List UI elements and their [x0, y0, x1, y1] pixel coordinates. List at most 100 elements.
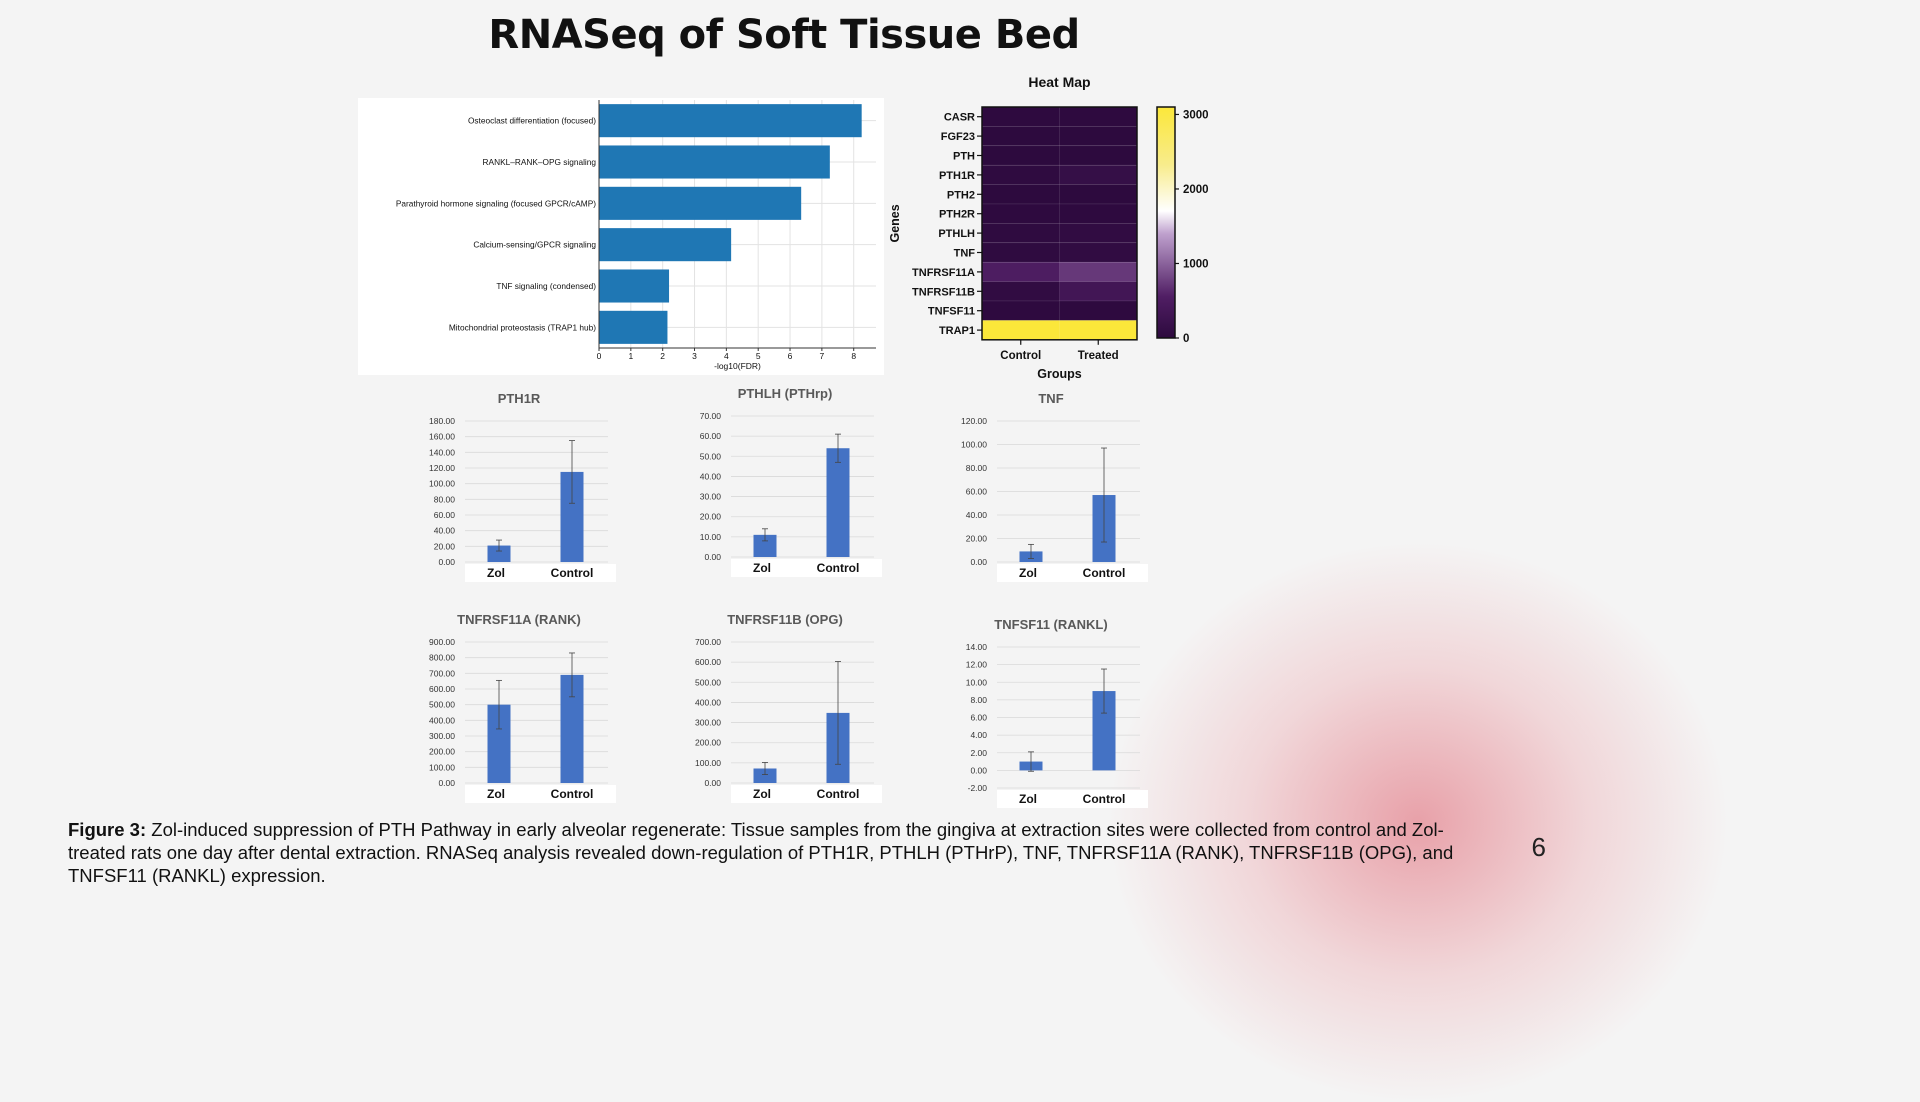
caption-label: Figure 3: — [68, 819, 147, 840]
y-tick-label: 500.00 — [429, 700, 455, 710]
category-label: Control — [551, 566, 594, 580]
pth1r-bar-chart: PTH1R 0.00 20.00 40.00 60.00 80.00 100.00 120.0… — [429, 391, 616, 582]
heatmap-cell — [1059, 106, 1138, 127]
heatmap-cell — [1059, 203, 1138, 224]
colorbar-tick-label: 3000 — [1183, 109, 1209, 121]
y-tick-label: 60.00 — [434, 510, 456, 520]
y-tick-label: 80.00 — [434, 494, 456, 504]
data-bar — [560, 674, 584, 783]
tnf-bar-chart: TNF 0.00 20.00 40.00 60.00 80.00 100.00 120.00 Z… — [961, 391, 1148, 582]
figure-caption: Figure 3: Zol-induced suppression of PTH… — [68, 818, 1488, 887]
category-label-box — [731, 559, 882, 577]
gene-label: PTH2 — [947, 189, 975, 201]
heatmap-cell — [981, 203, 1060, 224]
opg-bar-chart: TNFRSF11B (OPG) 0.00 100.00 200.00 300.00 400… — [695, 612, 882, 803]
pathway-label: Mitochondrial proteostasis (TRAP1 hub) — [449, 322, 596, 332]
heatmap-cell — [981, 164, 1060, 185]
y-tick-label: 200.00 — [695, 738, 721, 748]
category-label-box — [997, 564, 1148, 582]
heatmap-cell — [981, 126, 1060, 147]
heatmap-cell — [1059, 300, 1138, 321]
x-tick-label: 1 — [628, 351, 633, 361]
y-tick-label: 6.00 — [970, 713, 987, 723]
y-tick-label: 40.00 — [700, 471, 722, 481]
heatmap-cell — [981, 223, 1060, 244]
group-label: Treated — [1078, 350, 1119, 362]
heatmap-cell — [981, 145, 1060, 166]
x-tick-label: 0 — [597, 351, 602, 361]
pathway-bar — [599, 104, 862, 138]
y-tick-label: 100.00 — [961, 440, 987, 450]
x-axis-label: Groups — [1037, 367, 1081, 381]
gene-label: TNF — [954, 248, 976, 260]
category-label-box — [465, 564, 616, 582]
heatmap-cell — [1059, 126, 1138, 147]
gene-label: PTH1R — [939, 170, 975, 182]
heatmap-chart: Heat Map CASR FGF23 PTH PTH1R PTH2 PTH2R PTHLH T… — [888, 74, 1209, 381]
gene-label: PTH2R — [939, 209, 975, 221]
heatmap-border — [981, 106, 1138, 341]
pathway-bar — [599, 145, 830, 179]
colorbar-tick-label: 0 — [1183, 333, 1189, 345]
category-label: Control — [817, 787, 860, 801]
category-label: Control — [1083, 792, 1126, 806]
y-tick-label: 700.00 — [695, 637, 721, 647]
category-label: Zol — [753, 787, 771, 801]
y-tick-label: 0.00 — [438, 557, 455, 567]
x-axis-label: -log10(FDR) — [714, 361, 761, 371]
data-bar — [753, 534, 777, 557]
chart-title: PTHLH (PTHrp) — [738, 386, 833, 401]
y-tick-label: 0.00 — [704, 552, 721, 562]
y-tick-label: 0.00 — [970, 557, 987, 567]
y-tick-label: 4.00 — [970, 730, 987, 740]
heatmap-cell — [1059, 184, 1138, 205]
pthlh-bar-chart: PTHLH (PTHrp) 0.00 10.00 20.00 30.00 40.00 50.… — [700, 386, 882, 577]
y-tick-label: 100.00 — [429, 762, 455, 772]
pathway-bar — [599, 269, 670, 303]
heatmap-cell — [1059, 281, 1138, 302]
y-tick-label: 200.00 — [429, 747, 455, 757]
colorbar-tick-label: 1000 — [1183, 258, 1209, 270]
pathway-enrichment-chart: 0 1 2 3 4 5 6 7 8 Osteoclast differentiation (foc… — [358, 98, 884, 375]
pathway-bar — [599, 228, 732, 262]
y-tick-label: 40.00 — [966, 510, 988, 520]
y-tick-label: 60.00 — [966, 487, 988, 497]
data-bar — [560, 471, 584, 562]
y-tick-label: 900.00 — [429, 637, 455, 647]
heatmap-cell — [981, 261, 1060, 282]
gene-label: TNFRSF11B — [912, 286, 975, 298]
caption-text: Zol-induced suppression of PTH Pathway i… — [68, 819, 1454, 886]
y-tick-label: 70.00 — [700, 411, 722, 421]
gene-label: PTH — [953, 151, 975, 163]
y-tick-label: 60.00 — [700, 431, 722, 441]
y-tick-label: 20.00 — [700, 512, 722, 522]
category-label: Zol — [1019, 566, 1037, 580]
y-tick-label: 20.00 — [966, 534, 988, 544]
y-tick-label: 50.00 — [700, 451, 722, 461]
data-bar — [1092, 691, 1116, 771]
rankl-bar-chart: TNFSF11 (RANKL) -2.00 0.00 2.00 4.00 6.00 8.00… — [966, 617, 1148, 808]
chart-title: PTH1R — [498, 391, 541, 406]
x-tick-label: 6 — [788, 351, 793, 361]
y-tick-label: 0.00 — [438, 778, 455, 788]
y-tick-label: 0.00 — [704, 778, 721, 788]
chart-title: TNF — [1038, 391, 1063, 406]
y-tick-label: 140.00 — [429, 447, 455, 457]
pathway-bar — [599, 310, 668, 344]
heatmap-cell — [1059, 320, 1138, 341]
y-tick-label: 180.00 — [429, 416, 455, 426]
heatmap-cell — [981, 242, 1060, 263]
y-tick-label: 500.00 — [695, 677, 721, 687]
slide-title: RNASeq of Soft Tissue Bed — [488, 12, 1080, 58]
category-label: Zol — [487, 787, 505, 801]
y-tick-label: 80.00 — [966, 463, 988, 473]
y-tick-label: 120.00 — [961, 416, 987, 426]
y-tick-label: 14.00 — [966, 642, 988, 652]
x-tick-label: 8 — [851, 351, 856, 361]
y-tick-label: 800.00 — [429, 653, 455, 663]
pathway-label: TNF signaling (condensed) — [496, 281, 596, 291]
heatmap-cell — [981, 320, 1060, 341]
y-tick-label: 0.00 — [970, 765, 987, 775]
heatmap-cell — [981, 300, 1060, 321]
x-tick-label: 3 — [692, 351, 697, 361]
